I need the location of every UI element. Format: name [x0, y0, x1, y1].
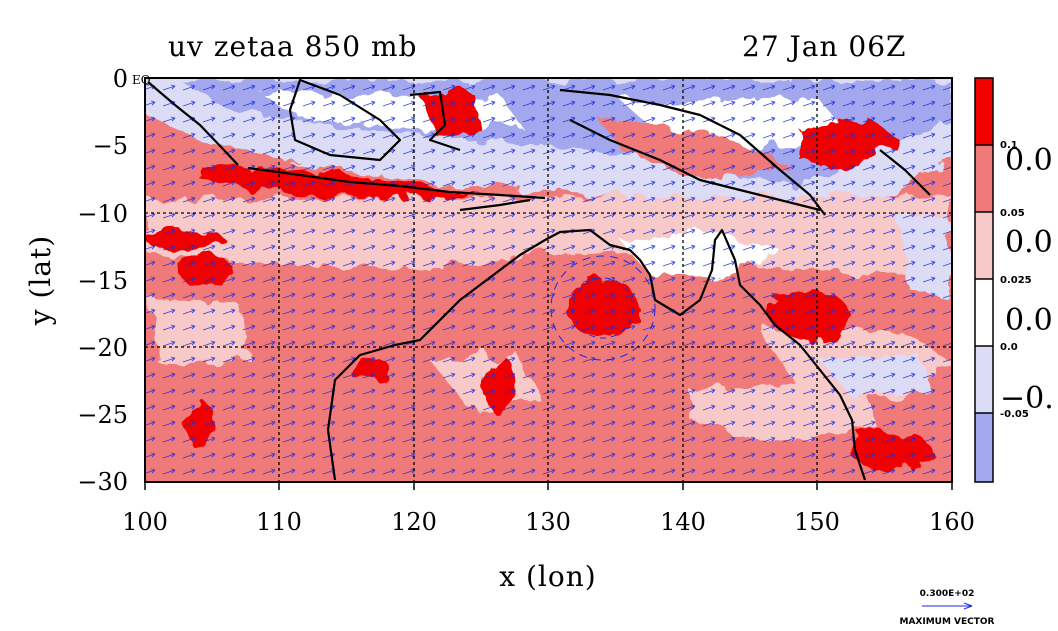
vector-key: 0.300E+02 MAXIMUM VECTOR — [899, 589, 994, 627]
vector-key-caption: MAXIMUM VECTOR — [899, 617, 994, 627]
colorbar: 0.1 0.05 0.025 0.0 -0.05 0.0 0.0 0.0 −0. — [974, 77, 1054, 483]
y-tick-label: −20 — [77, 334, 128, 362]
colorbar-label-large: 0.0 — [1005, 225, 1053, 260]
colorbar-label: 0.0 — [1000, 342, 1018, 353]
colorbar-label-large: 0.0 — [1005, 143, 1053, 178]
y-tick-label: −10 — [77, 200, 128, 228]
x-tick-label: 110 — [256, 508, 302, 536]
x-tick-label: 120 — [391, 508, 437, 536]
map-title: uv zetaa 850 mb — [168, 30, 417, 63]
x-tick-label: 160 — [929, 508, 975, 536]
vector-key-value: 0.300E+02 — [920, 589, 975, 599]
colorbar-label: -0.05 — [1000, 409, 1029, 420]
y-tick-labels: 0 −5 −10 −15 −20 −25 −30 — [77, 65, 128, 496]
vorticity-field — [145, 78, 952, 482]
y-tick-label: 0 — [113, 65, 128, 93]
y-tick-label: −30 — [77, 468, 128, 496]
y-tick-label: −25 — [77, 401, 128, 429]
y-axis-label: y (lat) — [24, 235, 57, 326]
graticule — [145, 78, 952, 482]
colorbar-label-large: −0. — [1000, 381, 1054, 416]
map-time: 27 Jan 06Z — [742, 30, 906, 63]
colorbar-label: 0.05 — [1000, 208, 1025, 219]
x-tick-label: 130 — [525, 508, 571, 536]
y-tick-label: −15 — [77, 267, 128, 295]
x-tick-labels: 100 110 120 130 140 150 160 — [122, 508, 975, 536]
colorbar-label: 0.1 — [1000, 140, 1018, 151]
x-tick-label: 150 — [794, 508, 840, 536]
colorbar-label: 0.025 — [1000, 275, 1032, 286]
equator-label: EQ — [132, 73, 151, 87]
colorbar-label-large: 0.0 — [1005, 303, 1053, 338]
x-tick-label: 140 — [660, 508, 706, 536]
x-axis-label: x (lon) — [499, 560, 596, 593]
y-tick-label: −5 — [93, 132, 128, 160]
x-tick-label: 100 — [122, 508, 168, 536]
